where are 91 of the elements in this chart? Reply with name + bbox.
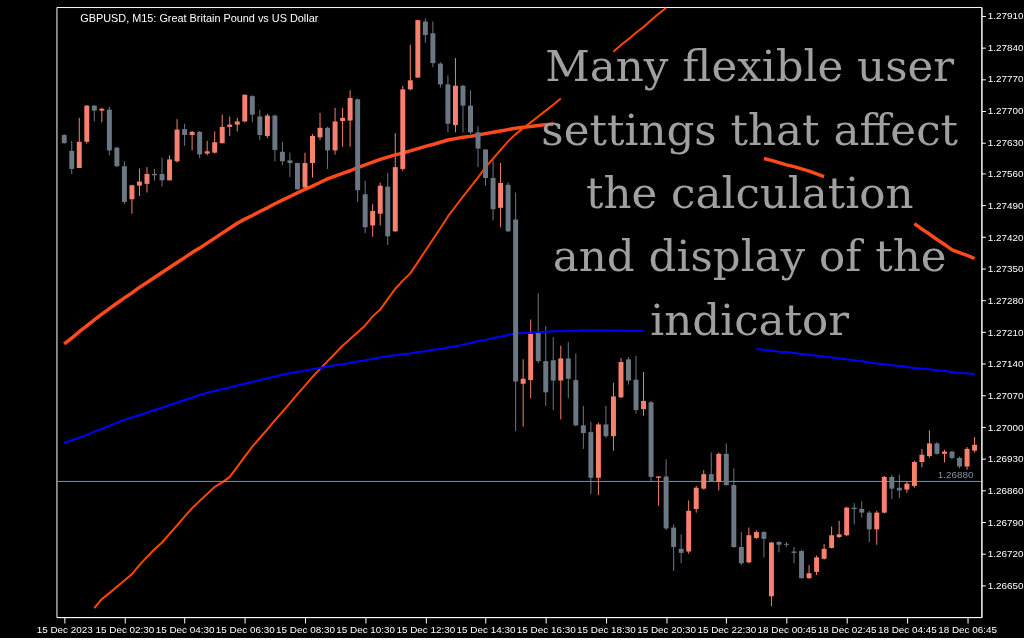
candlestick [340,107,346,148]
x-tick-label: 15 Dec 12:30 [396,624,456,636]
candlestick [136,167,142,197]
x-tick-label: 15 Dec 08:30 [276,624,336,636]
x-tick-label: 18 Dec 06:45 [938,624,998,636]
y-tick-label: 1.27350 [987,263,1024,275]
candlestick [866,510,872,543]
candlestick [806,564,812,580]
y-tick-label: 1.27070 [987,389,1024,401]
x-tick-label: 15 Dec 14:30 [456,624,516,636]
x-tick-label: 18 Dec 02:45 [817,624,878,636]
candlestick [520,358,526,428]
y-tick-label: 1.26790 [987,516,1024,528]
candlestick [776,540,782,553]
candlestick [422,17,428,44]
candlestick [693,485,699,514]
candlestick [761,530,767,558]
x-tick-label: 15 Dec 16:30 [516,624,577,636]
annotation: Many flexible user settings that affect the calculation and display of the indicator [541,41,959,345]
candlestick [919,448,925,468]
y-tick-label: 1.27770 [987,73,1024,85]
y-tick-label: 1.27140 [987,358,1024,370]
candlestick [264,113,270,139]
y-tick-label: 1.27490 [987,200,1024,212]
candlestick [197,130,203,159]
chart-title: GBPUSD, M15: Great Britain Pound vs US Dollar [80,11,319,24]
candlestick [437,61,443,89]
candlestick [708,451,714,483]
y-tick-label: 1.27210 [987,326,1024,338]
candlestick [317,112,323,141]
candlestick [279,141,285,166]
ref-line-label: 1.26880 [937,469,975,481]
candlestick [580,405,586,450]
x-tick-label: 18 Dec 00:45 [757,624,817,636]
candlestick [550,336,556,411]
x-tick-label: 15 Dec 22:30 [697,624,757,636]
y-tick-label: 1.26650 [987,579,1024,591]
candlestick [603,405,609,439]
x-tick-label: 15 Dec 06:30 [215,624,276,636]
x-tick-label: 15 Dec 02:30 [95,624,155,636]
candlestick [874,510,880,546]
candlestick [671,523,677,572]
candlestick [626,356,631,386]
x-tick-label: 15 Dec 2023 [36,624,94,636]
candlestick [964,446,970,471]
y-tick-label: 1.27910 [987,10,1024,22]
candlestick [167,154,173,182]
candlestick [814,555,820,576]
candlestick [656,475,662,507]
y-tick-label: 1.27630 [987,136,1024,148]
y-tick-label: 1.26930 [987,453,1024,465]
candlestick [69,140,75,175]
candlestick [189,130,195,151]
x-tick-label: 15 Dec 20:30 [637,624,697,636]
candlestick [219,114,225,145]
candlestick [227,115,233,137]
candlestick [114,146,120,168]
candlestick [347,89,353,148]
candlestick [565,341,571,399]
candlestick [460,84,466,133]
candlestick [257,109,263,141]
x-tick-label: 15 Dec 18:30 [577,624,637,636]
candlestick [182,123,188,147]
y-tick-label: 1.26860 [987,484,1024,496]
candlestick [407,44,413,91]
y-tick-label: 1.27560 [987,168,1024,180]
y-tick-label: 1.27700 [987,105,1024,117]
candlestick [926,429,932,459]
candlestick [678,533,684,564]
candlestick [701,469,707,491]
candlestick [904,481,910,494]
x-tick-label: 15 Dec 04:30 [155,624,216,636]
candlestick [249,94,255,123]
y-tick-label: 1.27420 [987,231,1024,243]
candlestick [287,152,293,178]
y-tick-label: 1.26720 [987,548,1024,560]
candlestick [370,203,376,238]
candlestick [325,126,331,170]
candlestick [641,371,647,417]
candlestick [911,460,917,489]
y-tick-label: 1.27280 [987,295,1024,306]
y-tick-label: 1.27840 [987,41,1024,53]
candlestick [212,130,218,155]
candlestick [738,531,744,566]
candlestick [159,157,165,188]
x-tick-label: 15 Dec 10:30 [336,624,396,636]
candlestick [889,474,895,500]
x-tick-label: 18 Dec 04:45 [877,624,938,636]
candlestick [129,184,135,215]
y-tick-label: 1.27000 [987,421,1024,433]
candlestick [558,345,564,420]
